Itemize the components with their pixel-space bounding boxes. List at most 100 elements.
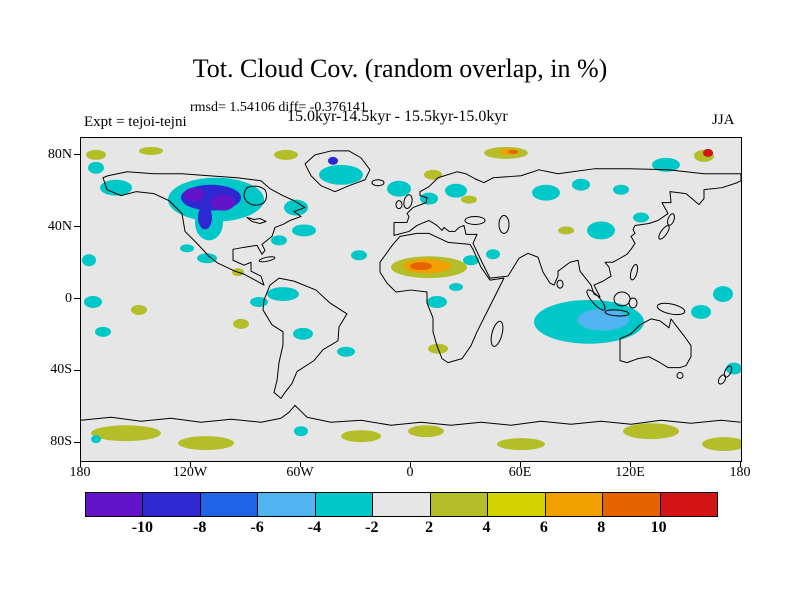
anomaly-ellipse: [427, 296, 447, 308]
anomaly-ellipse: [351, 250, 367, 261]
coastline-new-zealand-south: [717, 374, 727, 385]
anomaly-ellipse: [726, 362, 741, 375]
anomaly-ellipse: [508, 149, 518, 154]
lon-tick: [299, 461, 301, 467]
anomaly-ellipse: [420, 192, 438, 205]
lat-tick: [74, 226, 80, 228]
colorbar-segment: [142, 493, 200, 516]
anomaly-ellipse: [623, 423, 679, 440]
coastline-sri-lanka: [556, 279, 564, 289]
colorbar-segment: [199, 493, 258, 516]
anomaly-ellipse: [703, 148, 713, 157]
coastline-japan-north: [667, 213, 675, 226]
anomaly-ellipse: [387, 180, 411, 197]
coastline-britain: [403, 194, 413, 209]
lon-tick-label: 0: [406, 465, 414, 480]
world-map-panel: [80, 137, 742, 462]
lon-tick: [409, 461, 411, 467]
anomaly-ellipse: [233, 318, 249, 329]
lon-tick-label: 180: [69, 465, 91, 480]
lon-tick: [519, 461, 521, 467]
anomaly-ellipse: [319, 164, 363, 185]
colorbar-tick-label: 8: [597, 519, 606, 536]
colorbar-segment: [487, 493, 545, 516]
anomaly-ellipse: [198, 205, 212, 230]
page-title: Tot. Cloud Cov. (random overlap, in %): [192, 54, 608, 83]
anomaly-ellipse: [139, 146, 163, 155]
anomaly-ellipse: [461, 195, 477, 204]
anomaly-ellipse: [267, 287, 299, 301]
anomaly-ellipse: [293, 327, 313, 340]
lon-tick: [629, 461, 631, 467]
lon-tick-label: 120E: [615, 465, 645, 480]
coastline-antarctica: [81, 404, 741, 426]
lat-tick-label: 40S: [50, 362, 72, 378]
colorbar-segment: [314, 493, 373, 516]
coastline-eurasia: [393, 168, 741, 298]
anomaly-ellipse: [284, 199, 308, 216]
colorbar-tick-label: 6: [539, 519, 548, 536]
colorbar-tick-label: -4: [307, 519, 322, 536]
anomaly-ellipse: [86, 149, 106, 160]
colorbar-tick-label: -8: [193, 519, 207, 536]
anomaly-ellipse: [82, 254, 96, 267]
anomaly-ellipse: [95, 326, 111, 337]
lon-tick: [189, 461, 191, 467]
colorbar-tick-label: 2: [425, 519, 434, 536]
lon-tick-label: 120W: [172, 465, 208, 480]
colorbar-tick-label: 10: [650, 519, 667, 536]
lat-tick-label: 0: [65, 290, 72, 306]
anomaly-ellipse: [558, 226, 574, 235]
coastline-japan-south: [658, 225, 670, 240]
anomaly-ellipse: [178, 436, 234, 451]
season-label: JJA: [712, 112, 735, 128]
anomaly-ellipse: [328, 156, 338, 165]
anomaly-ellipse: [197, 253, 217, 264]
anomaly-ellipse: [633, 212, 649, 223]
period-subtitle: 15.0kyr-14.5kyr - 15.5kyr-15.0kyr: [287, 108, 508, 125]
coastline-australia: [619, 318, 692, 369]
anomaly-ellipse: [463, 255, 479, 266]
anomaly-ellipse: [691, 304, 711, 319]
colorbar-segment: [257, 493, 315, 516]
lon-tick-label: 180: [729, 465, 751, 480]
coastline-philippines: [629, 263, 639, 281]
lon-tick-label: 60E: [508, 465, 532, 480]
coastline-new-guinea: [656, 302, 686, 316]
rmsd-diff-stats: rmsd= 1.54106 diff= -0.376141: [190, 100, 367, 115]
colorbar-tick-label: -10: [131, 519, 154, 536]
coastline-black-sea: [464, 216, 486, 225]
anomaly-ellipse: [408, 425, 444, 438]
coastline-madagascar: [490, 320, 504, 347]
coastline-greenland: [304, 150, 371, 193]
world-map: [81, 146, 741, 452]
colorbar-segment: [86, 493, 143, 516]
experiment-label: Expt = tejoi-tejni: [84, 114, 187, 130]
colorbar-segment: [429, 493, 488, 516]
anomaly-ellipse: [100, 179, 132, 196]
anomaly-ellipse: [572, 178, 590, 191]
anomaly-ellipse: [587, 221, 615, 240]
coastline-java: [604, 309, 630, 317]
anomaly-ellipse: [613, 184, 629, 195]
anomaly-ellipse: [410, 262, 432, 271]
anomaly-ellipse: [88, 161, 104, 174]
colorbar-tick-label: 4: [482, 519, 491, 536]
anomaly-ellipse: [424, 169, 442, 180]
coastline-hudson-bay: [243, 185, 268, 206]
lat-tick: [74, 154, 80, 156]
anomaly-ellipse: [84, 296, 102, 308]
anomaly-ellipse: [532, 184, 560, 201]
anomaly-ellipse: [713, 286, 733, 302]
lat-tick-label: 80N: [47, 146, 72, 162]
colorbar-segment: [602, 493, 660, 516]
anomaly-ellipse: [131, 304, 147, 315]
coastline-cuba: [258, 256, 276, 263]
anomaly-ellipse: [652, 157, 680, 172]
coastline-sumatra: [586, 289, 606, 311]
coastline-ireland: [395, 200, 403, 210]
coastline-africa: [379, 232, 505, 364]
coastline-iceland: [371, 179, 385, 187]
lat-tick-label: 40N: [47, 218, 72, 234]
